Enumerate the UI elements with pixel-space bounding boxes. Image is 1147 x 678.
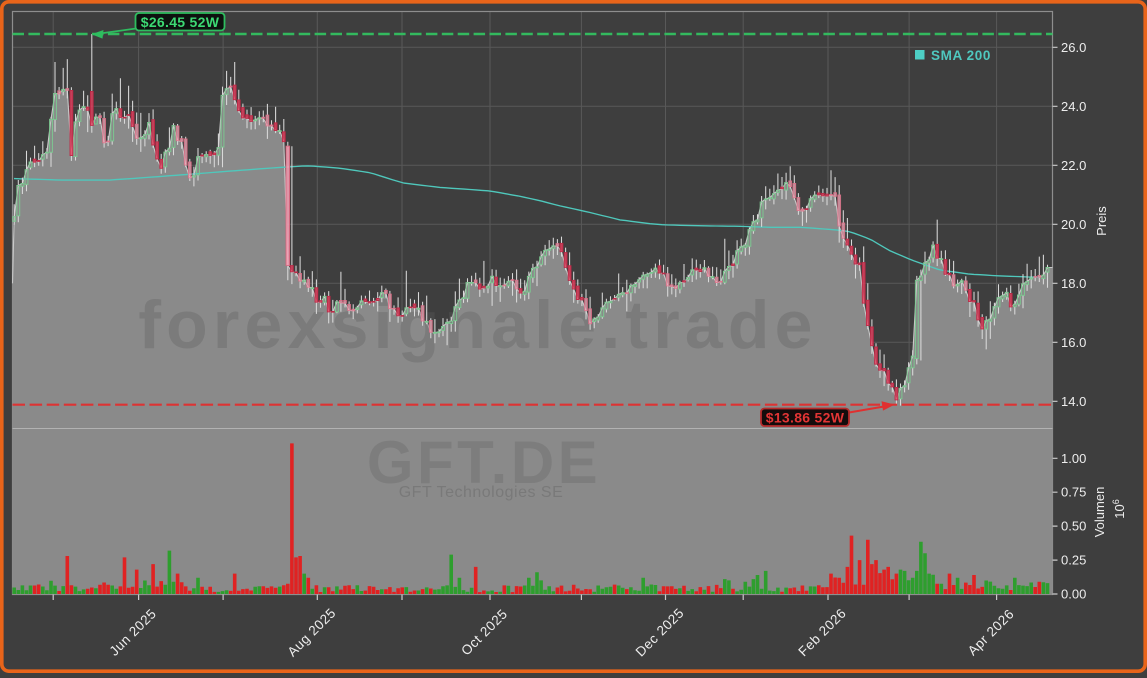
svg-text:14.0: 14.0 <box>1061 394 1086 409</box>
svg-text:0.25: 0.25 <box>1061 553 1086 568</box>
svg-text:24.0: 24.0 <box>1061 99 1086 114</box>
svg-text:0.75: 0.75 <box>1061 485 1086 500</box>
svg-text:22.0: 22.0 <box>1061 158 1086 173</box>
svg-text:20.0: 20.0 <box>1061 217 1086 232</box>
svg-text:$26.45 52W: $26.45 52W <box>141 14 220 30</box>
svg-text:18.0: 18.0 <box>1061 276 1086 291</box>
svg-text:16.0: 16.0 <box>1061 335 1086 350</box>
svg-text:SMA 200: SMA 200 <box>931 48 991 63</box>
svg-text:1.00: 1.00 <box>1061 451 1086 466</box>
svg-text:0.00: 0.00 <box>1061 587 1086 602</box>
svg-text:Preis: Preis <box>1094 206 1109 236</box>
svg-text:0.50: 0.50 <box>1061 519 1086 534</box>
svg-text:GFT.DE: GFT.DE <box>367 429 601 496</box>
svg-text:26.0: 26.0 <box>1061 40 1086 55</box>
svg-text:forexsignale.trade: forexsignale.trade <box>138 287 817 363</box>
svg-text:$13.86 52W: $13.86 52W <box>766 410 845 426</box>
svg-text:Volumen: Volumen <box>1092 487 1107 538</box>
svg-text:GFT Technologies SE: GFT Technologies SE <box>399 484 564 501</box>
